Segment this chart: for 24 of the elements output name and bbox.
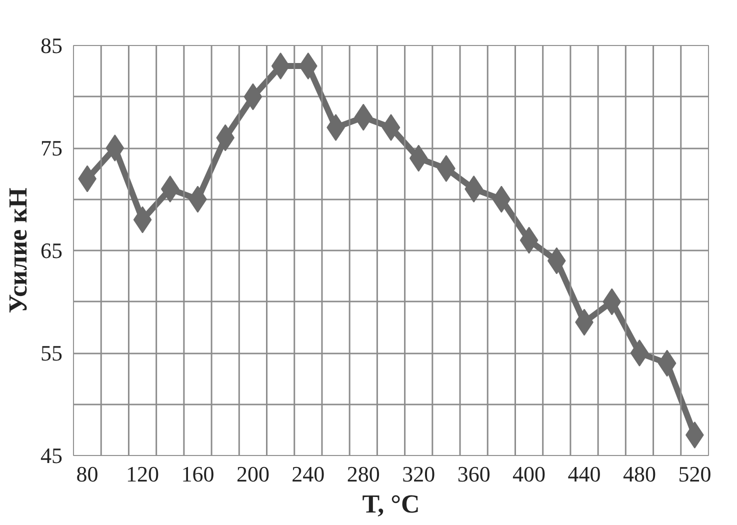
point	[160, 176, 180, 202]
x-tick-label: 280	[346, 462, 380, 486]
x-tick-label: 320	[402, 462, 436, 486]
x-tick-label: 360	[457, 462, 490, 486]
x-tick-label: 400	[512, 462, 546, 486]
x-axis-title: T, °C	[362, 490, 420, 518]
y-tick-label: 75	[40, 136, 62, 160]
y-tick-label: 45	[40, 443, 62, 468]
x-tick-label: 240	[292, 462, 325, 486]
x-tick-label: 200	[236, 462, 270, 486]
y-tick-label: 65	[40, 238, 62, 263]
x-tick-label: 80	[76, 462, 98, 486]
x-tick-label: 120	[126, 462, 160, 486]
y-tick-label: 85	[40, 33, 62, 58]
point	[271, 52, 290, 80]
y-axis-title: Усилие кН	[4, 188, 32, 314]
x-tick-label: 520	[678, 462, 712, 486]
point	[106, 134, 124, 162]
x-tick-label: 440	[568, 462, 601, 486]
x-tick-label: 480	[622, 462, 656, 486]
point	[630, 340, 649, 366]
x-tick-label: 160	[181, 462, 214, 486]
y-tick-label: 55	[40, 340, 62, 366]
point	[382, 114, 400, 141]
